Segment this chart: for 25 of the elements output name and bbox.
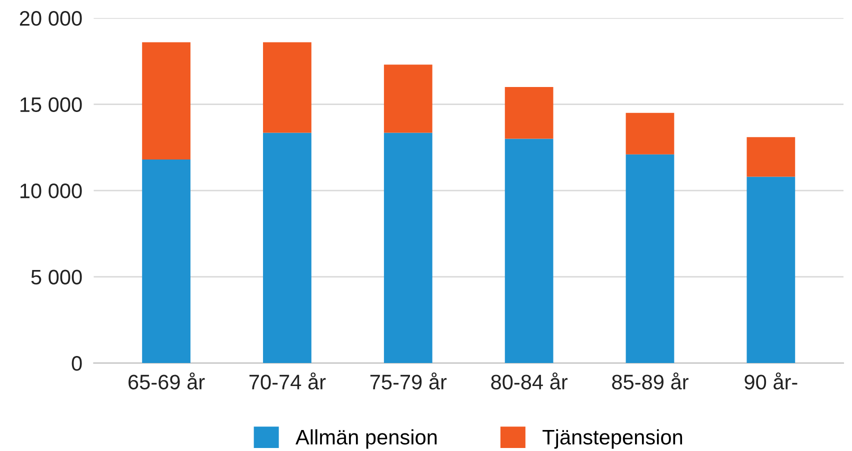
legend-label: Allmän pension <box>296 429 437 449</box>
x-tick-label: 90 år- <box>744 372 798 390</box>
y-tick-label: 0 <box>72 356 82 371</box>
x-tick-label: 65-69 år <box>128 372 205 390</box>
bar <box>263 42 312 133</box>
bar <box>746 176 796 364</box>
bar <box>626 112 674 154</box>
x-tick-label: 70-74 år <box>249 372 326 390</box>
bar <box>384 64 432 133</box>
bar <box>384 132 432 364</box>
y-tick-label: 5 000 <box>31 270 82 285</box>
y-tick-label: 15 000 <box>20 97 82 112</box>
y-tick-label: 10 000 <box>20 184 82 198</box>
x-tick-label: 85-89 år <box>612 372 688 390</box>
legend-label: Tjänstepension <box>542 429 682 449</box>
x-tick-label: 75-79 år <box>370 372 447 390</box>
x-tick-label: 80-84 år <box>491 372 568 390</box>
bar <box>504 87 554 139</box>
bar <box>142 42 190 160</box>
bar <box>626 154 674 364</box>
bar <box>746 137 796 177</box>
bar <box>142 159 190 364</box>
y-tick-label: 20 000 <box>20 11 82 26</box>
bar <box>504 138 554 364</box>
bar <box>263 132 312 364</box>
